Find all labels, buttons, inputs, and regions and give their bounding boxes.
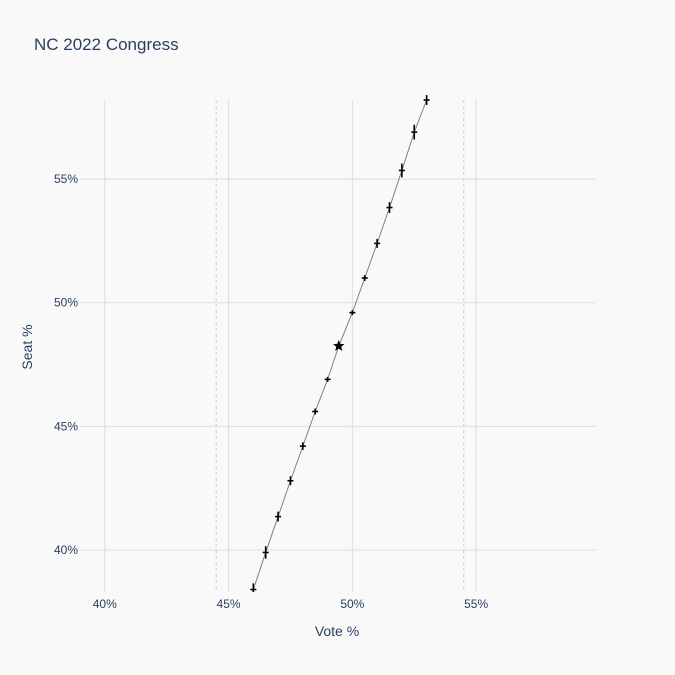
y-axis-title: Seat %	[19, 324, 35, 369]
data-point	[287, 476, 294, 486]
x-tick-label: 40%	[93, 597, 117, 611]
data-point	[324, 376, 331, 382]
y-tick-label: 45%	[54, 419, 78, 433]
data-layer	[250, 95, 430, 592]
x-axis-title: Vote %	[315, 623, 359, 639]
data-point	[411, 124, 418, 140]
y-tick-label: 55%	[54, 172, 78, 186]
tick-labels: 40% 45% 50% 55% 40% 45% 50% 55%	[54, 172, 489, 611]
data-point	[262, 546, 269, 559]
y-tick-label: 40%	[54, 543, 78, 557]
data-point	[423, 95, 430, 105]
data-point	[386, 202, 393, 213]
data-point	[361, 275, 368, 281]
x-tick-label: 50%	[340, 597, 364, 611]
data-point	[275, 511, 282, 522]
y-tick-label: 50%	[54, 296, 78, 310]
data-point	[398, 163, 405, 178]
grid-layer	[80, 100, 595, 592]
x-tick-label: 45%	[217, 597, 241, 611]
data-point	[349, 310, 356, 316]
reference-lines	[215, 100, 465, 592]
data-point	[374, 238, 381, 248]
x-tick-label: 55%	[464, 597, 488, 611]
data-point	[312, 408, 319, 415]
data-point	[250, 583, 257, 592]
chart-title: NC 2022 Congress	[34, 35, 179, 54]
actual-result-star	[333, 340, 345, 351]
data-point	[299, 442, 306, 450]
